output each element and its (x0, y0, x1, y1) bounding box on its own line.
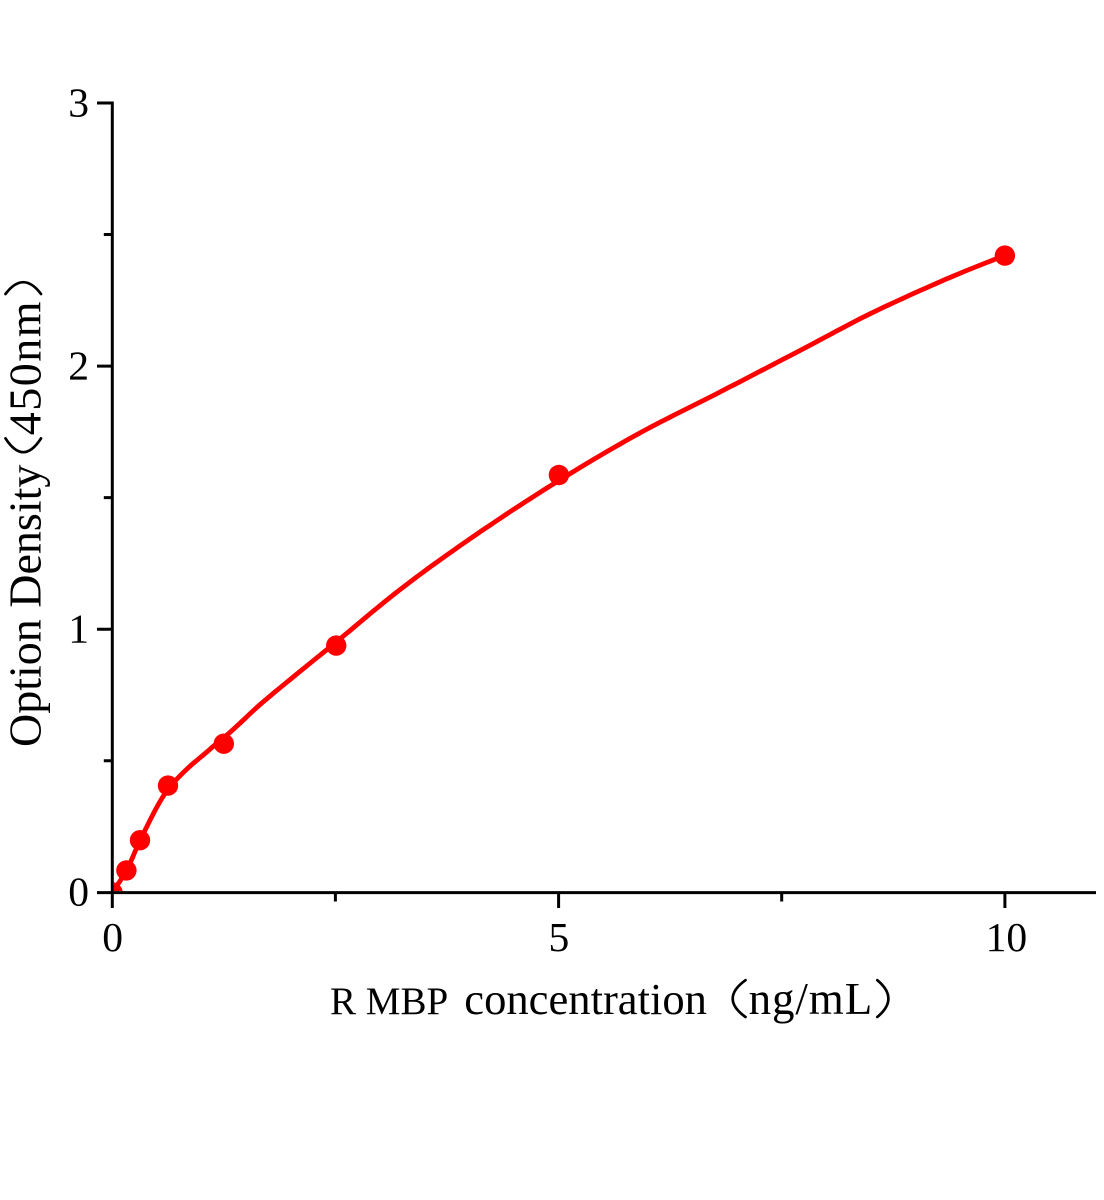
svg-text:concentration: concentration (464, 974, 707, 1024)
svg-text:5: 5 (549, 914, 570, 960)
svg-text:0: 0 (68, 869, 89, 915)
svg-text:Option Density: Option Density (0, 465, 51, 747)
svg-text:ng/mL: ng/mL (749, 974, 874, 1024)
svg-text:3: 3 (68, 79, 89, 125)
svg-text:R MBP: R MBP (330, 980, 448, 1023)
svg-text:2: 2 (68, 343, 89, 389)
svg-text:0: 0 (102, 914, 123, 960)
svg-text:1: 1 (68, 606, 89, 652)
svg-text:10: 10 (986, 914, 1028, 960)
svg-text:450nm: 450nm (0, 300, 51, 435)
